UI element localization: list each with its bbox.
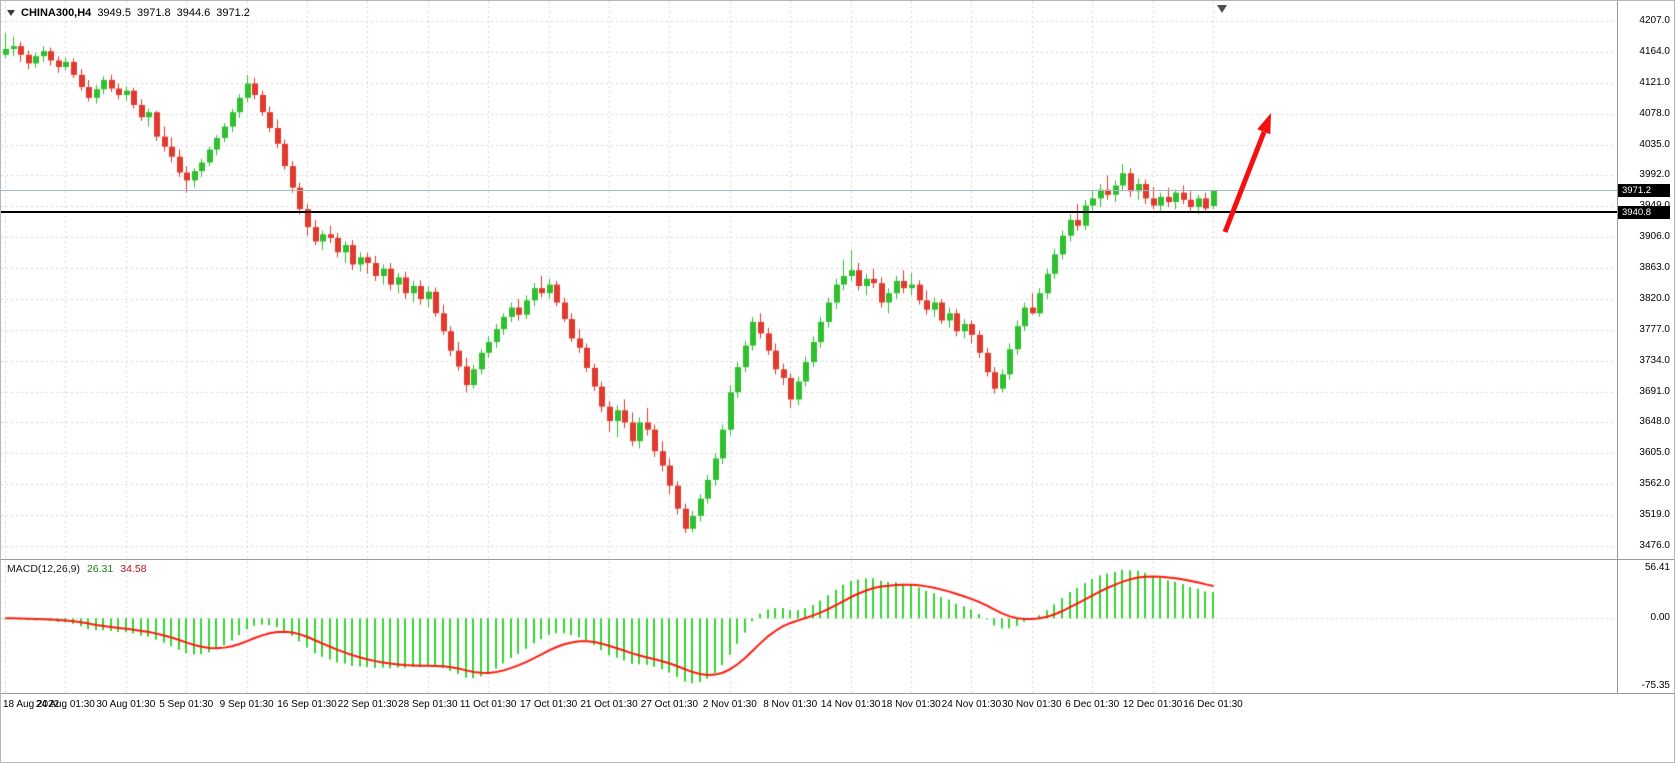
time-axis-label: 24 Aug 01:30 <box>35 699 95 710</box>
price-axis-label: 3863.0 <box>1639 262 1670 274</box>
price-axis-border <box>1617 1 1618 693</box>
close-value: 3971.2 <box>216 7 250 19</box>
price-axis-label: 3777.0 <box>1639 323 1670 335</box>
open-value: 3949.5 <box>97 7 131 19</box>
bid-price-tag: 3971.2 <box>1618 183 1670 197</box>
price-axis-label: 3562.0 <box>1639 478 1670 490</box>
price-axis-label: 4035.0 <box>1639 138 1670 150</box>
price-axis[interactable]: 4207.04164.04121.04078.04035.03992.03949… <box>1618 1 1674 693</box>
macd-time-axis-separator <box>1 693 1674 694</box>
time-axis-label: 28 Sep 01:30 <box>398 699 458 710</box>
macd-name-label: MACD(12,26,9) <box>7 563 80 575</box>
price-axis-label: 3734.0 <box>1639 354 1670 366</box>
time-axis-label: 16 Sep 01:30 <box>277 699 337 710</box>
macd-axis[interactable]: 56.41 0.00 -75.35 <box>1618 1 1674 693</box>
chart-shift-marker[interactable] <box>1217 5 1227 13</box>
time-axis-label: 24 Nov 01:30 <box>941 699 1002 710</box>
price-axis-label: 3605.0 <box>1639 447 1670 459</box>
bid-price-line <box>1 190 1617 191</box>
time-axis-label: 2 Nov 01:30 <box>702 699 757 710</box>
time-axis-label: 30 Nov 01:30 <box>1002 699 1062 710</box>
main-macd-pane-separator[interactable] <box>1 559 1674 560</box>
time-axis-label: 17 Oct 01:30 <box>519 699 578 710</box>
price-axis-label: 3519.0 <box>1639 509 1670 521</box>
price-axis-label: 3992.0 <box>1639 169 1670 181</box>
price-axis-label: 3648.0 <box>1639 416 1670 428</box>
time-axis-label: 5 Sep 01:30 <box>159 699 214 710</box>
macd-axis-label: -75.35 <box>1641 680 1670 692</box>
low-value: 3944.6 <box>176 7 211 19</box>
price-axis-label: 4121.0 <box>1639 76 1670 88</box>
macd-axis-label: 56.41 <box>1644 561 1670 573</box>
horizontal-line-object[interactable] <box>1 211 1617 213</box>
price-axis-label: 3476.0 <box>1639 540 1670 551</box>
price-axis-label: 4164.0 <box>1639 45 1670 57</box>
time-axis-label: 12 Dec 01:30 <box>1122 699 1183 710</box>
time-axis-label: 6 Dec 01:30 <box>1065 699 1120 710</box>
price-axis-label: 3820.0 <box>1639 292 1670 304</box>
time-axis-label: 30 Aug 01:30 <box>96 699 156 710</box>
time-axis[interactable]: 18 Aug 2022 24 Aug 01:30 30 Aug 01:30 5 Sep… <box>1 694 1617 718</box>
price-axis-label: 3906.0 <box>1639 231 1670 243</box>
price-axis-label: 3691.0 <box>1639 385 1670 397</box>
one-click-trading-toggle-icon[interactable] <box>7 10 15 16</box>
hline-price-tag: 3940.8 <box>1618 205 1670 219</box>
price-axis-label: 4078.0 <box>1639 107 1670 119</box>
macd-main-value: 26.31 <box>86 563 114 575</box>
time-axis-label: 11 Oct 01:30 <box>459 699 517 710</box>
high-value: 3971.8 <box>136 7 171 19</box>
macd-signal-value: 34.58 <box>120 563 147 575</box>
time-axis-label: 8 Nov 01:30 <box>763 699 818 710</box>
time-axis-label: 14 Nov 01:30 <box>820 699 881 710</box>
symbol-period-label: CHINA300,H4 <box>21 7 92 19</box>
time-axis-label: 16 Dec 01:30 <box>1183 699 1243 710</box>
time-axis-label: 21 Oct 01:30 <box>580 699 638 710</box>
time-axis-label: 9 Sep 01:30 <box>219 699 274 710</box>
price-axis-label: 4207.0 <box>1639 15 1670 26</box>
chart-ohlc-info: CHINA300,H4 3949.5 3971.8 3944.6 3971.2 <box>7 7 250 19</box>
time-axis-label: 22 Sep 01:30 <box>337 699 398 710</box>
time-axis-label: 27 Oct 01:30 <box>640 699 699 710</box>
time-axis-label: 18 Aug 2022 <box>3 699 60 710</box>
time-axis-label: 18 Nov 01:30 <box>881 699 941 710</box>
macd-axis-label: 0.00 <box>1650 612 1670 624</box>
macd-indicator-label: MACD(12,26,9) 26.31 34.58 <box>7 563 147 575</box>
